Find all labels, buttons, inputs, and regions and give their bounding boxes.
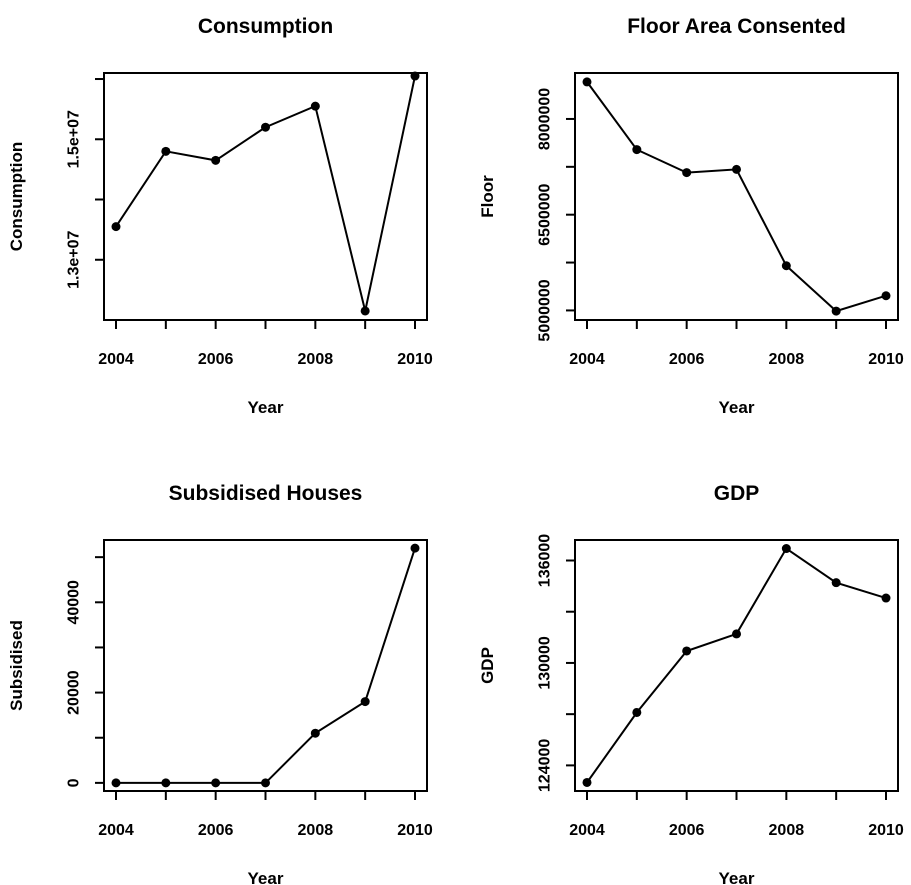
x-tick-label: 2004 [569, 351, 605, 368]
data-point [211, 778, 221, 788]
plot-frame [574, 539, 899, 792]
x-tick-label: 2006 [669, 351, 705, 368]
data-point [111, 222, 121, 232]
y-tick-label: 5000000 [537, 279, 554, 341]
series-line [115, 75, 416, 312]
data-point [310, 728, 320, 738]
x-tick-label: 2008 [769, 351, 805, 368]
y-tick-label: 124000 [537, 739, 554, 792]
series-line [586, 547, 887, 784]
data-point [261, 122, 270, 132]
y-tick-label: 8000000 [537, 88, 554, 150]
chart-title: Floor Area Consented [627, 15, 846, 38]
series-line [586, 81, 887, 313]
data-point [410, 543, 420, 553]
x-tick-label: 2004 [569, 822, 605, 839]
data-point [781, 261, 791, 271]
data-point [310, 101, 320, 111]
data-point [632, 145, 642, 155]
x-tick-label: 2008 [769, 822, 805, 839]
plot-frame [103, 539, 428, 792]
data-point [582, 777, 592, 787]
x-tick-label: 2008 [298, 351, 334, 368]
x-tick-label: 2006 [669, 822, 705, 839]
data-point [360, 697, 370, 707]
data-point [831, 578, 841, 588]
data-point [881, 593, 891, 603]
panel-3: Subsidised Houses Year Subsidised 2004 2006 2… [7, 482, 433, 885]
data-point [111, 778, 121, 788]
x-axis-label: Year [248, 398, 284, 417]
data-point [161, 778, 171, 788]
x-axis-label: Year [719, 398, 755, 417]
data-point [582, 77, 592, 87]
x-tick-label: 2004 [98, 351, 134, 368]
y-tick-label: 0 [66, 778, 83, 787]
data-point [261, 778, 270, 788]
data-point [682, 646, 692, 656]
chart-title: GDP [714, 482, 760, 505]
y-tick-label: 20000 [66, 670, 83, 715]
data-point [360, 306, 370, 316]
chart-title: Subsidised Houses [169, 482, 363, 505]
data-point [732, 629, 741, 639]
series-line [116, 547, 416, 784]
plot-frame [574, 72, 899, 321]
x-tick-label: 2008 [298, 822, 334, 839]
panel-4: GDP Year GDP 2004 2006 2008 2010 124000 130000 13… [478, 482, 904, 885]
y-tick-label: 130000 [537, 636, 554, 689]
data-point [161, 146, 171, 156]
y-tick-label: 1.3e+07 [66, 231, 83, 289]
x-tick-label: 2010 [397, 822, 433, 839]
x-tick-label: 2006 [198, 822, 234, 839]
data-point [410, 71, 420, 81]
y-axis-label: Consumption [7, 142, 26, 252]
x-tick-label: 2010 [868, 351, 904, 368]
y-tick-label: 40000 [66, 580, 83, 625]
data-point [781, 544, 791, 554]
data-point [881, 291, 891, 301]
y-axis-label: GDP [478, 647, 497, 684]
data-point [831, 306, 841, 316]
panel-1: Consumption Year Consumption 2004 2006 2008 20… [7, 15, 433, 417]
x-axis-label: Year [248, 869, 284, 885]
plot-frame [103, 72, 428, 321]
panel-2: Floor Area Consented Year Floor 2004 2006 200… [478, 15, 904, 417]
y-axis-label: Floor [478, 175, 497, 218]
y-tick-label: 1.5e+07 [66, 110, 83, 168]
x-tick-label: 2010 [397, 351, 433, 368]
x-axis-label: Year [719, 869, 755, 885]
y-axis-label: Subsidised [7, 620, 26, 711]
y-tick-label: 6500000 [537, 183, 554, 245]
data-point [682, 168, 692, 178]
data-point [732, 164, 741, 174]
chart-title: Consumption [198, 15, 333, 38]
x-tick-label: 2006 [198, 351, 234, 368]
data-point [211, 155, 221, 165]
data-point [632, 707, 642, 717]
x-tick-label: 2004 [98, 822, 134, 839]
y-tick-label: 136000 [537, 534, 554, 587]
x-tick-label: 2010 [868, 822, 904, 839]
